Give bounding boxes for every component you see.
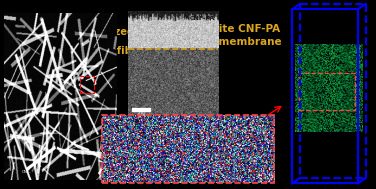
Bar <box>102 115 274 183</box>
Text: Cellulose nanofibers: Cellulose nanofibers <box>36 46 149 56</box>
Text: CNF-PA: CNF-PA <box>190 15 215 21</box>
Bar <box>80 76 94 93</box>
Text: Nanocomposite CNF-PA
desalination membrane: Nanocomposite CNF-PA desalination membra… <box>142 24 282 46</box>
Bar <box>299 74 355 110</box>
Text: Tempo-oxidized: Tempo-oxidized <box>49 27 135 37</box>
Text: 200: 200 <box>137 111 146 116</box>
Text: CNF-: CNF- <box>21 170 31 174</box>
Bar <box>132 108 150 111</box>
